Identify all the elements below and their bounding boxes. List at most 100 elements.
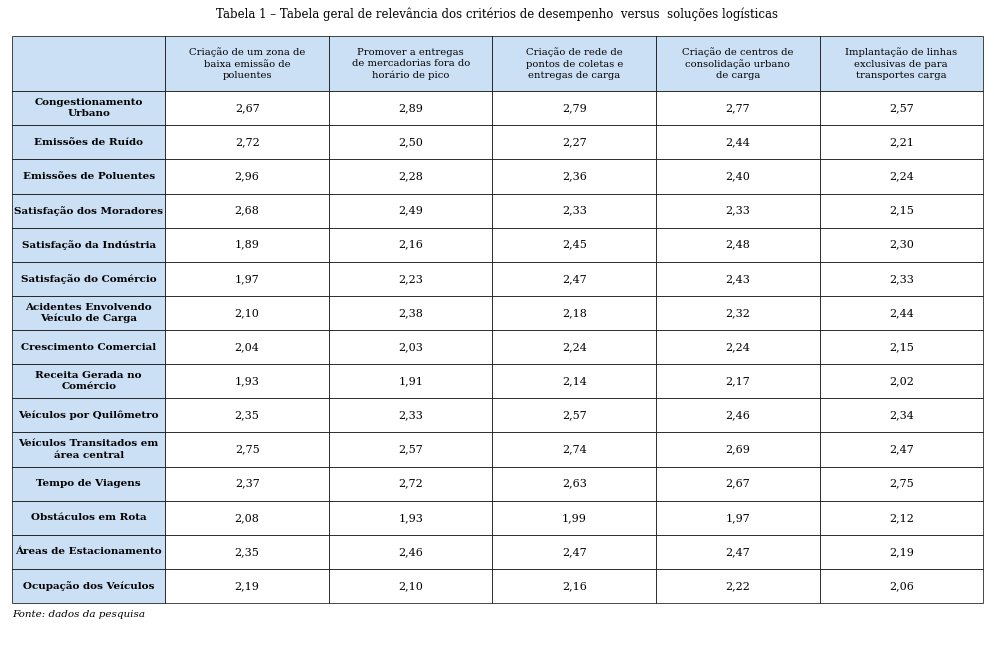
Text: 2,68: 2,68 — [235, 206, 259, 215]
Bar — [655, 399, 819, 432]
Bar — [165, 159, 329, 194]
Bar — [165, 432, 329, 466]
Text: 2,72: 2,72 — [398, 479, 422, 489]
Bar — [12, 159, 165, 194]
Bar — [492, 91, 655, 125]
Bar — [492, 36, 655, 91]
Text: 2,17: 2,17 — [725, 376, 749, 386]
Text: 2,67: 2,67 — [725, 479, 749, 489]
Bar — [819, 228, 982, 262]
Text: Satisfação do Comércio: Satisfação do Comércio — [21, 274, 156, 284]
Text: 2,18: 2,18 — [562, 308, 586, 318]
Text: 2,34: 2,34 — [888, 410, 912, 421]
Text: 2,47: 2,47 — [725, 547, 749, 557]
Text: Obstáculos em Rota: Obstáculos em Rota — [31, 513, 146, 522]
Text: 2,10: 2,10 — [235, 308, 259, 318]
Bar — [165, 330, 329, 364]
Text: Congestionamento
Urbano: Congestionamento Urbano — [35, 98, 143, 118]
Text: 1,97: 1,97 — [235, 274, 259, 284]
Text: 2,75: 2,75 — [888, 479, 912, 489]
Text: Fonte: dados da pesquisa: Fonte: dados da pesquisa — [12, 610, 145, 619]
Bar — [655, 466, 819, 501]
Bar — [492, 194, 655, 228]
Text: 2,33: 2,33 — [398, 410, 422, 421]
Bar — [165, 364, 329, 399]
Bar — [819, 91, 982, 125]
Text: Promover a entregas
de mercadorias fora do
horário de pico: Promover a entregas de mercadorias fora … — [351, 48, 469, 79]
Text: 2,32: 2,32 — [725, 308, 749, 318]
Bar — [492, 125, 655, 159]
Text: Acidentes Envolvendo
Veículo de Carga: Acidentes Envolvendo Veículo de Carga — [25, 303, 152, 323]
Text: 2,06: 2,06 — [888, 581, 912, 591]
Text: 2,15: 2,15 — [888, 342, 912, 352]
Text: 2,37: 2,37 — [235, 479, 259, 489]
Text: Satisfação dos Moradores: Satisfação dos Moradores — [14, 206, 163, 215]
Bar — [819, 569, 982, 603]
Text: 2,33: 2,33 — [888, 274, 912, 284]
Bar — [819, 535, 982, 569]
Text: 2,10: 2,10 — [398, 581, 422, 591]
Bar — [165, 228, 329, 262]
Bar — [12, 296, 165, 330]
Bar — [329, 535, 492, 569]
Bar — [819, 364, 982, 399]
Text: Criação de um zona de
baixa emissão de
poluentes: Criação de um zona de baixa emissão de p… — [189, 48, 305, 79]
Text: Veículos Transitados em
área central: Veículos Transitados em área central — [19, 439, 159, 459]
Bar — [492, 569, 655, 603]
Text: 2,04: 2,04 — [235, 342, 259, 352]
Bar — [655, 501, 819, 535]
Text: 2,03: 2,03 — [398, 342, 422, 352]
Text: 1,89: 1,89 — [235, 240, 259, 250]
Text: 2,57: 2,57 — [398, 444, 422, 455]
Text: 2,22: 2,22 — [725, 581, 749, 591]
Bar — [165, 194, 329, 228]
Bar — [492, 501, 655, 535]
Bar — [655, 296, 819, 330]
Text: 2,47: 2,47 — [562, 274, 586, 284]
Text: Tabela 1 – Tabela geral de relevância dos critérios de desempenho  versus  soluç: Tabela 1 – Tabela geral de relevância do… — [217, 8, 777, 21]
Text: 2,14: 2,14 — [562, 376, 586, 386]
Bar — [165, 125, 329, 159]
Bar — [12, 262, 165, 296]
Text: 2,96: 2,96 — [235, 172, 259, 181]
Bar — [12, 535, 165, 569]
Bar — [12, 91, 165, 125]
Text: 2,40: 2,40 — [725, 172, 749, 181]
Text: 2,33: 2,33 — [725, 206, 749, 215]
Text: 2,79: 2,79 — [562, 103, 586, 113]
Bar — [819, 36, 982, 91]
Bar — [329, 228, 492, 262]
Bar — [12, 364, 165, 399]
Text: 2,16: 2,16 — [398, 240, 422, 250]
Bar — [12, 194, 165, 228]
Bar — [655, 159, 819, 194]
Text: 2,19: 2,19 — [235, 581, 259, 591]
Text: 2,08: 2,08 — [235, 513, 259, 522]
Bar — [329, 159, 492, 194]
Bar — [492, 364, 655, 399]
Text: Crescimento Comercial: Crescimento Comercial — [21, 342, 156, 352]
Text: 2,69: 2,69 — [725, 444, 749, 455]
Bar — [655, 330, 819, 364]
Text: Satisfação da Indústria: Satisfação da Indústria — [22, 240, 156, 250]
Text: 2,12: 2,12 — [888, 513, 912, 522]
Bar — [12, 330, 165, 364]
Text: 2,45: 2,45 — [562, 240, 586, 250]
Text: Ocupação dos Veículos: Ocupação dos Veículos — [23, 581, 154, 591]
Bar — [819, 501, 982, 535]
Bar — [492, 330, 655, 364]
Text: 2,43: 2,43 — [725, 274, 749, 284]
Bar — [329, 432, 492, 466]
Text: 2,30: 2,30 — [888, 240, 912, 250]
Text: 2,67: 2,67 — [235, 103, 259, 113]
Text: 2,36: 2,36 — [562, 172, 586, 181]
Bar — [655, 125, 819, 159]
Bar — [165, 262, 329, 296]
Text: 2,28: 2,28 — [398, 172, 422, 181]
Text: 2,63: 2,63 — [562, 479, 586, 489]
Text: 2,19: 2,19 — [888, 547, 912, 557]
Bar — [329, 296, 492, 330]
Bar — [329, 36, 492, 91]
Bar — [819, 330, 982, 364]
Text: 2,16: 2,16 — [562, 581, 586, 591]
